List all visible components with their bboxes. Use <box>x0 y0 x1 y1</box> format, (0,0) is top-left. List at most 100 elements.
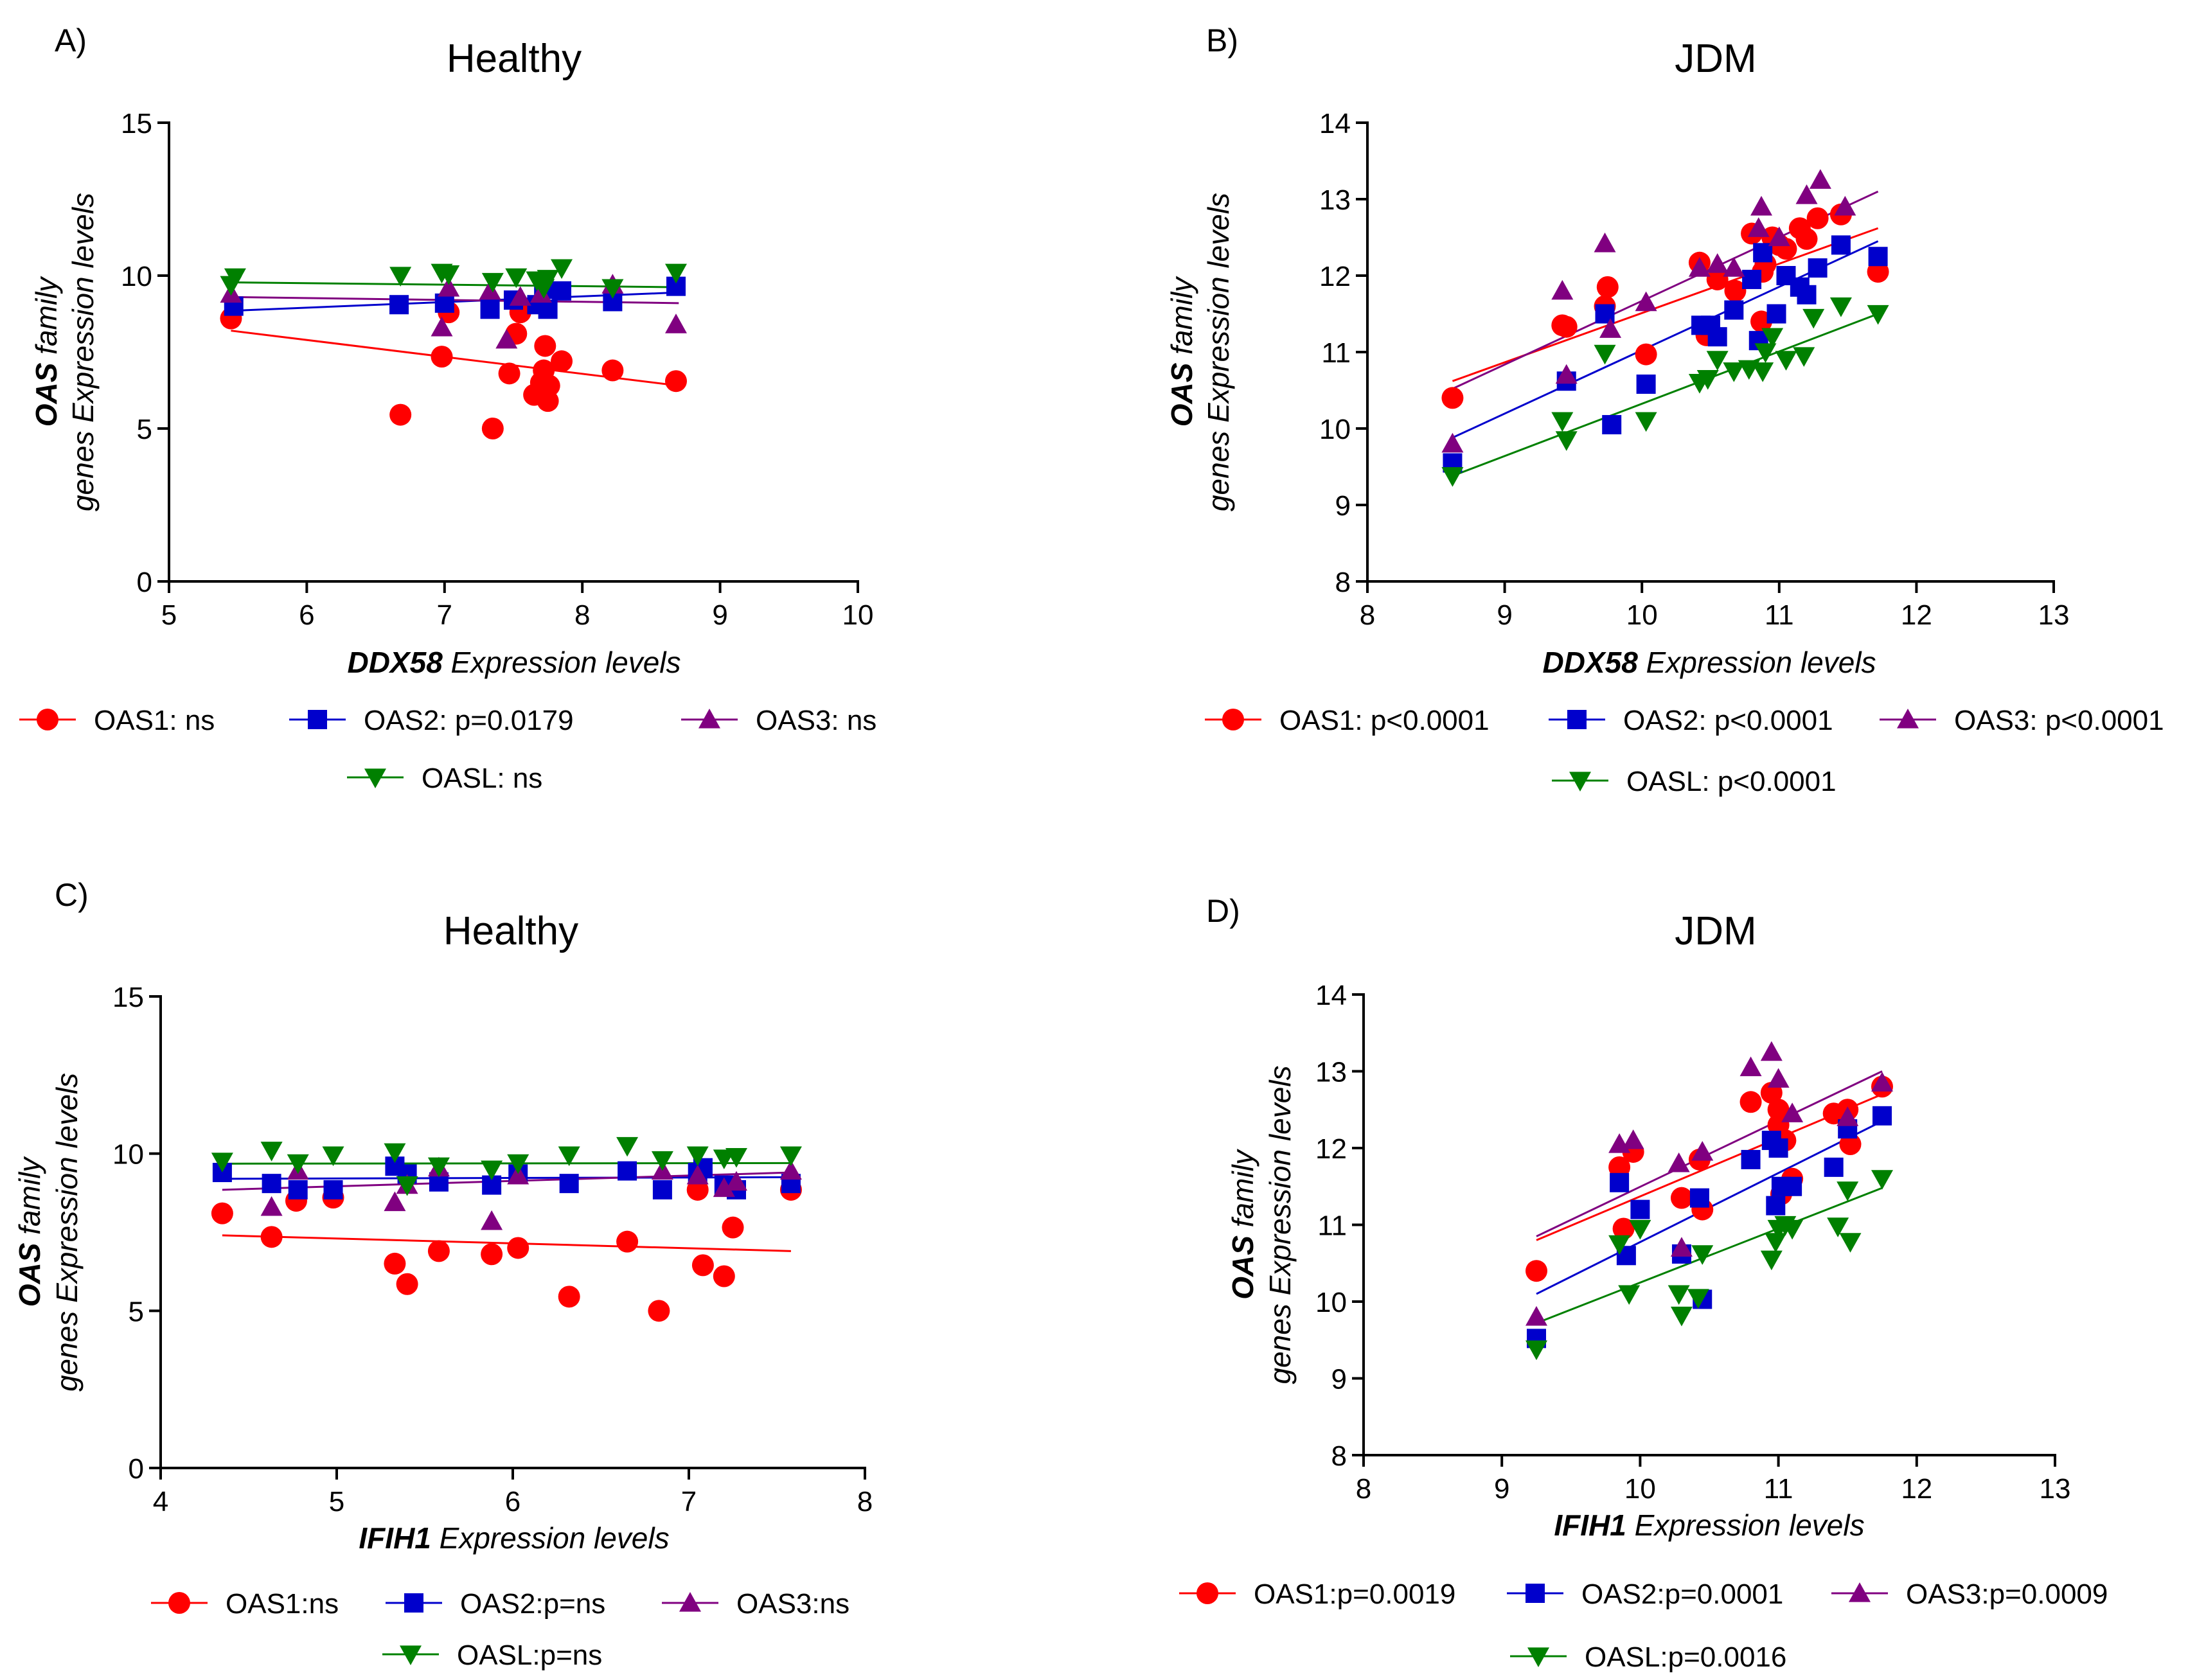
panel-d-y-axis-label-line2: genes Expression levels <box>1263 1065 1297 1384</box>
panel-d-oasl-point <box>1827 1217 1849 1237</box>
panel-d-y-tick-label: 9 <box>1331 1364 1347 1395</box>
panel-b-oas3-point <box>1768 226 1790 247</box>
legend-marker <box>168 1592 190 1614</box>
panel-b-oas2-point <box>1724 300 1744 320</box>
panel-a-x-tick-label: 9 <box>712 599 727 631</box>
panel-b-oasl-point <box>1775 351 1797 371</box>
panel-a-oas1-point <box>534 335 556 357</box>
panel-c-y-tick-label: 15 <box>112 982 144 1013</box>
panel-d-oas2-series <box>1527 1106 1892 1348</box>
panel-c-x-axis-label: IFIH1 Expression levels <box>359 1521 669 1555</box>
panel-a-legend-oas3: OAS3: ns <box>681 705 876 736</box>
panel-c-oasl-series <box>211 1136 802 1196</box>
panel-c-oas3-point <box>481 1210 503 1230</box>
panel-c-oasl-point <box>396 1176 418 1196</box>
panel-a-oas1-point <box>498 362 520 385</box>
panel-a-oas1-point <box>431 346 453 368</box>
panel-c-oasl-point <box>507 1154 529 1174</box>
panel-a-oas3-point <box>479 279 501 300</box>
panel-c-oas1-point <box>648 1300 670 1322</box>
panel-b-oasl-point <box>1555 431 1578 451</box>
panel-c-oas3-point <box>713 1177 735 1198</box>
panel-d-y-tick-label: 14 <box>1315 980 1347 1011</box>
legend-label: OASL: ns <box>422 763 542 794</box>
panel-b-y-tick-label: 12 <box>1319 261 1351 292</box>
panel-c-oas2-point <box>559 1174 579 1194</box>
panel-b-oas2-point <box>1602 415 1622 435</box>
panel-d-legend-oas3: OAS3:p=0.0009 <box>1831 1578 2108 1610</box>
panel-b-oas3-point <box>1635 291 1657 312</box>
panel-a-oas1-point <box>551 350 573 373</box>
panel-b-x-tick-label: 9 <box>1497 599 1512 631</box>
panel-b-oas2-point <box>1707 327 1727 347</box>
panel-a-legend-oas2: OAS2: p=0.0179 <box>289 705 574 736</box>
panel-b-oas3-point <box>1809 169 1831 189</box>
panel-d-oas3-point <box>1760 1041 1783 1061</box>
panel-c-oas3-point <box>779 1160 802 1180</box>
panel-b-x-tick-label: 10 <box>1626 599 1658 631</box>
panel-c-y-axis-label-line1: OAS family <box>13 1156 46 1307</box>
legend-label: OAS2:p=0.0001 <box>1581 1578 1783 1610</box>
panel-b-oasl-point <box>1802 308 1825 329</box>
panel-d-legend-oas2: OAS2:p=0.0001 <box>1507 1578 1783 1610</box>
panel-c-oas1-point <box>558 1286 580 1308</box>
legend-marker <box>1569 772 1591 791</box>
panel-a-x-axis-label: DDX58 Expression levels <box>347 646 680 679</box>
panel-d: D) JDM 8 9 10 11 12 13 8 9 10 11 12 13 14 IFIH1 Express… <box>1179 893 2108 1673</box>
legend-label: OAS2:p=ns <box>460 1588 605 1620</box>
panel-b-oas2-point <box>1797 285 1817 305</box>
panel-c-oas1-fit-line <box>222 1234 791 1252</box>
panel-c-oasl-point <box>686 1146 709 1167</box>
panel-b-legend-oas3: OAS3: p<0.0001 <box>1880 705 2164 736</box>
panel-c-y-tick-label: 10 <box>112 1139 144 1171</box>
panel-b-y-tick-label: 14 <box>1319 108 1351 139</box>
legend-marker <box>1567 710 1587 729</box>
panel-d-oasl-point <box>1629 1219 1651 1240</box>
legend-label: OAS2: p=0.0179 <box>364 705 574 736</box>
panel-c-oasl-point <box>260 1142 283 1162</box>
panel-a-legend-oas1: OAS1: ns <box>19 705 215 736</box>
panel-b-oasl-point <box>1752 362 1774 382</box>
panel-b-legend-oas1: OAS1: p<0.0001 <box>1205 705 1490 736</box>
panel-a-oas3-point <box>438 277 460 297</box>
panel-b-oas2-point <box>1831 235 1851 255</box>
panel-c-x-tick-label: 8 <box>857 1486 873 1517</box>
panel-d-legend-oasl: OASL:p=0.0016 <box>1510 1641 1786 1673</box>
panel-d-oas3-series <box>1526 1041 1893 1326</box>
legend-label: OAS3:p=0.0009 <box>1906 1578 2108 1610</box>
panel-c-x-tick-label: 6 <box>505 1486 520 1517</box>
panel-d-oas3-point <box>1622 1129 1644 1149</box>
panel-b-oas3-point <box>1747 217 1770 237</box>
panel-d-oas3-point <box>1526 1305 1547 1326</box>
panel-c-oasl-point <box>481 1160 503 1181</box>
panel-a-oasl-point <box>664 263 687 284</box>
panel-c: C) Healthy 4 5 6 7 8 0 5 10 15 IFIH1 Expression lev… <box>13 877 873 1671</box>
panel-b-oasl-point <box>1829 297 1852 317</box>
panel-a-oasl-point <box>438 265 460 285</box>
panel-a-y-tick-label: 10 <box>121 261 152 292</box>
panel-c-legend-oas1: OAS1:ns <box>151 1588 339 1620</box>
panel-d-oas3-point <box>1739 1056 1762 1077</box>
panel-c-oas1-point <box>396 1273 418 1295</box>
panel-c-oas1-point <box>211 1202 233 1225</box>
panel-b-oas1-series <box>1441 203 1889 409</box>
panel-b-oas3-point <box>1706 253 1729 273</box>
panel-d-oas2-point <box>1741 1149 1761 1169</box>
panel-d-oas1-point <box>1839 1133 1862 1156</box>
panel-b-x-tick-label: 13 <box>2038 599 2070 631</box>
panel-d-oasl-point <box>1837 1181 1859 1201</box>
panel-b-oasl-point <box>1706 351 1729 371</box>
legend-marker <box>1196 1582 1218 1604</box>
panel-b-oas2-point <box>1808 258 1828 278</box>
panel-d-y-tick-label: 10 <box>1315 1287 1347 1318</box>
panel-c-y-axis-label-line2: genes Expression levels <box>50 1073 84 1392</box>
panel-a-oas1-point <box>538 375 560 397</box>
legend-marker <box>364 768 386 788</box>
x-axis-rest: Expression levels <box>1626 1508 1865 1542</box>
panel-d-oas2-point <box>1610 1172 1630 1192</box>
panel-d-oas3-point <box>1668 1152 1690 1172</box>
panel-a-oasl-point <box>481 272 504 293</box>
panel-c-oas3-point <box>384 1191 406 1212</box>
panel-b-oasl-point <box>1696 370 1719 390</box>
